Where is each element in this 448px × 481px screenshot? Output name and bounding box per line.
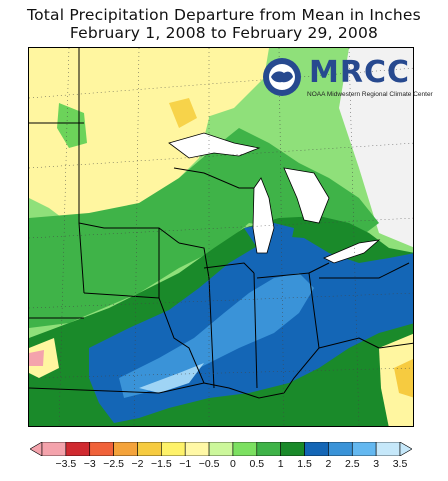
legend-tick-label: 0.5 — [249, 458, 265, 470]
legend-swatch — [375, 442, 401, 456]
legend-arrow-low — [30, 442, 43, 456]
lake-erie — [323, 239, 381, 264]
legend-tick-label: 1.5 — [297, 458, 312, 470]
dry-zone-northwest — [29, 48, 209, 223]
map-title: Total Precipitation Departure from Mean … — [27, 6, 421, 24]
lake-michigan — [252, 177, 275, 254]
legend-swatch — [351, 442, 377, 456]
dry-patch-southwest — [29, 350, 44, 366]
legend-swatch — [304, 442, 329, 456]
legend-tick-label: 2 — [325, 458, 332, 470]
lat-lon-grid — [29, 48, 413, 426]
legend-tick-label: −2.5 — [103, 458, 124, 470]
wet-swath-medium-blue — [119, 273, 314, 398]
mrcc-globe-icon — [263, 58, 301, 96]
dry-patch-east — [394, 358, 413, 398]
legend-swatch — [113, 442, 138, 456]
legend-swatch — [184, 442, 210, 456]
dry-zone-north — [179, 48, 269, 118]
legend-arrow-high — [399, 442, 412, 456]
legend-swatch — [41, 442, 67, 456]
legend-tick-label: −2 — [131, 458, 144, 470]
state-borders — [29, 48, 413, 399]
legend-tick-label: −1 — [179, 458, 192, 470]
legend-tick-label: 3 — [373, 458, 380, 470]
mrcc-logo-text: MRCC — [309, 55, 410, 90]
legend-swatch — [232, 442, 258, 456]
legend-tick-label: −3.5 — [55, 458, 77, 470]
legend-tick-label: 2.5 — [344, 458, 360, 470]
legend-swatch — [256, 442, 281, 456]
legend-tick-label: 0 — [230, 458, 236, 470]
out-of-region-area — [339, 48, 413, 248]
legend-tick-label: −1.5 — [150, 458, 172, 470]
dry-zone-southwest — [29, 338, 59, 378]
color-legend — [30, 442, 412, 456]
legend-swatch — [65, 442, 91, 456]
map-date-range: February 1, 2008 to February 29, 2008 — [69, 24, 379, 42]
legend-tick-label: 3.5 — [392, 458, 408, 470]
mrcc-logo-subtitle: NOAA Midwestern Regional Climate Center — [307, 91, 433, 98]
legend-tick-label: −0.5 — [198, 458, 220, 470]
lake-huron — [283, 167, 330, 224]
legend-swatch — [89, 442, 114, 456]
legend-swatch — [137, 442, 162, 456]
legend-tick-label: 1 — [277, 458, 284, 470]
legend-swatch — [328, 442, 353, 456]
legend-swatch — [280, 442, 305, 456]
dry-patch-superior — [169, 98, 197, 128]
wet-core-light — [139, 363, 204, 393]
precipitation-departure-map — [28, 47, 414, 427]
legend-swatch — [161, 442, 186, 456]
legend-swatch — [208, 442, 234, 456]
dry-zone-east — [379, 333, 413, 426]
legend-tick-label: −3 — [83, 458, 96, 470]
